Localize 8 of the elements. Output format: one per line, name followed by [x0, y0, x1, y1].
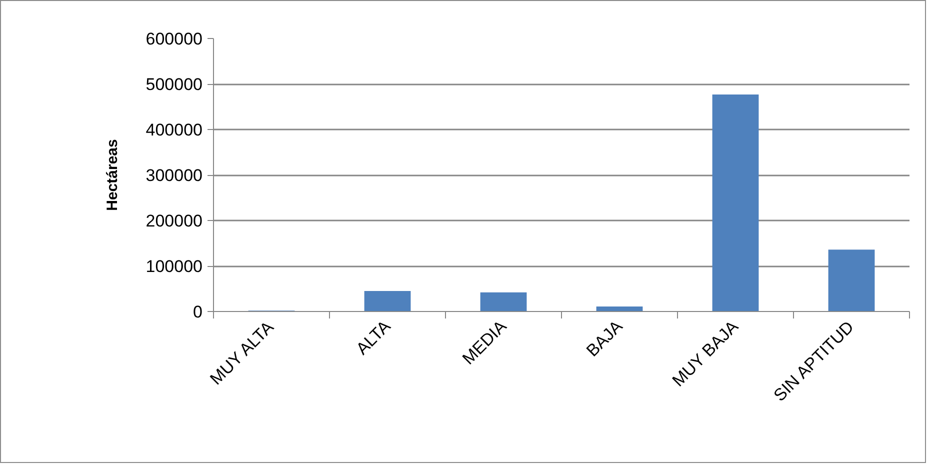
y-tick-label: 300000 — [146, 166, 203, 185]
y-tick-label: 100000 — [146, 257, 203, 276]
y-tick-label: 600000 — [146, 30, 203, 48]
y-tick-label: 0 — [193, 302, 203, 322]
y-tick-label: 200000 — [146, 212, 203, 230]
y-tick-label: 500000 — [146, 75, 203, 94]
y-tick-label: 400000 — [146, 120, 203, 140]
y-axis-title: Hectáreas — [104, 139, 121, 211]
